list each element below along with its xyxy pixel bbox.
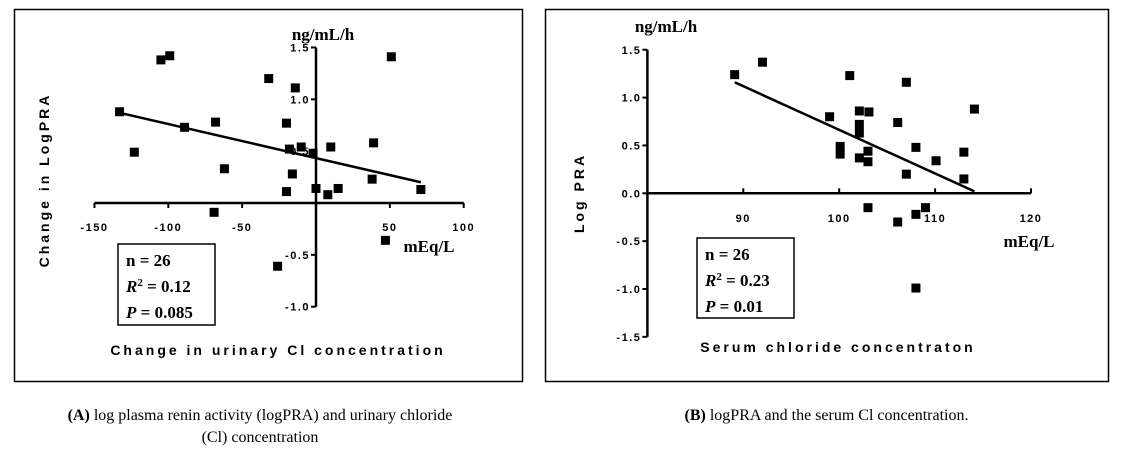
panel-b-data-point	[854, 128, 864, 138]
panel-b-data-point	[911, 142, 921, 152]
panel-b-data-point	[854, 106, 864, 116]
panel-a-data-point	[180, 122, 190, 132]
panel-b-data-point	[825, 112, 835, 122]
panel-a-x-title: Change in urinary Cl concentration	[110, 342, 445, 358]
panel-b-y-tick-label: 0.0	[622, 188, 642, 200]
panel-a-stat-r2: R2 = 0.12	[125, 277, 191, 296]
panel-b-data-point	[959, 174, 969, 184]
panel-b-data-point	[959, 147, 969, 157]
panel-b-data-point	[863, 157, 873, 167]
panel-a-stat-p: P = 0.085	[125, 303, 193, 322]
panel-a-x-tick-label: 50	[382, 222, 397, 234]
panel-b-stat-r2: R2 = 0.23	[704, 271, 770, 290]
panel-b-x-unit: mEq/L	[1003, 232, 1054, 251]
panel-b-data-point	[730, 70, 740, 80]
panel-a-data-point	[165, 51, 175, 61]
panel-a-data-point	[380, 235, 390, 245]
panel-b-x-tick-label: 90	[736, 213, 751, 225]
panel-b-chart: ng/mL/h mEq/L Log PRA Serum chloride con…	[571, 17, 1055, 355]
panel-b-frame	[544, 8, 1110, 383]
panel-b-stat-p: P = 0.01	[704, 297, 763, 316]
panel-b-data-point	[854, 119, 864, 129]
panel-a-data-point	[287, 169, 297, 179]
panel-a-data-point	[416, 185, 426, 195]
panel-b-data-point	[901, 77, 911, 87]
panel-b-data-point	[863, 146, 873, 156]
panel-b-data-point	[911, 209, 921, 219]
panel-b-x-tick-label: 120	[1020, 213, 1043, 225]
panel-b-data-point	[835, 141, 845, 151]
panel-a-data-point	[323, 190, 333, 200]
panel-b-data-point	[931, 156, 941, 166]
panel-a-data-point	[115, 107, 125, 117]
panel-b-y-tick-label: 1.0	[622, 93, 642, 105]
panel-a-data-point	[264, 74, 274, 84]
panel-a-y-tick-label: 1.5	[290, 42, 310, 54]
panel-a-y-title: Change in LogPRA	[36, 93, 52, 268]
panel-a-y-tick-label: -0.5	[285, 250, 310, 262]
panel-a-data-point	[367, 174, 377, 184]
panel-a-data-point	[209, 207, 219, 217]
panel-a-data-point	[333, 183, 343, 193]
panel-a-data-point	[326, 142, 336, 152]
panel-a-data-point	[308, 148, 318, 158]
panel-b-data-point	[921, 203, 931, 213]
panel-a-x-tick-label: -50	[232, 222, 252, 234]
panel-b-y-tick-label: 0.5	[622, 140, 642, 152]
panel-a-data-point	[281, 118, 291, 128]
panel-a-x-tick-label: -150	[80, 222, 108, 234]
panel-a-trendline	[119, 111, 422, 184]
panel-a-x-tick-label: -100	[154, 222, 182, 234]
panel-a-data-point	[386, 52, 396, 62]
panel-b-data-point	[911, 283, 921, 293]
panel-b-data-point	[893, 217, 903, 227]
panel-a-data-point	[281, 187, 291, 197]
panel-b-data-point	[845, 71, 855, 81]
panel-a-data-point	[211, 117, 221, 127]
panel-b-data-point	[835, 149, 845, 159]
panel-b-y-tick-label: -1.5	[616, 332, 641, 344]
panel-a-data-point	[311, 183, 321, 193]
panel-b-y-tick-label: 1.5	[622, 45, 642, 57]
panel-b-data-point	[893, 117, 903, 127]
panel-b-data-point	[854, 153, 864, 163]
panel-b-stat-n: n = 26	[705, 245, 750, 264]
panel-b-y-tick-label: -0.5	[616, 236, 641, 248]
panel-b-trendline	[734, 81, 975, 193]
panel-b-x-tick-label: 110	[924, 213, 946, 225]
panel-b-caption: (B) logPRA and the serum Cl concentratio…	[684, 407, 969, 424]
panel-a-stat-n: n = 26	[126, 251, 171, 270]
panel-b-x-title: Serum chloride concentraton	[700, 339, 975, 355]
panel-a-frame	[13, 8, 524, 383]
panel-b-y-unit: ng/mL/h	[635, 17, 698, 36]
panel-b-y-title: Log PRA	[571, 153, 587, 233]
panel-b-data-point	[864, 107, 874, 117]
panel-a-data-point	[273, 261, 283, 271]
panel-a-data-point	[129, 147, 139, 157]
panel-a-caption: (A) log plasma renin activity (logPRA) a…	[67, 407, 453, 446]
panel-a-chart: ng/mL/h mEq/L Change in LogPRA Change in…	[36, 25, 475, 358]
panel-b-data-point	[757, 57, 767, 67]
panel-a-data-point	[284, 144, 294, 154]
panel-b-data-point	[901, 169, 911, 179]
panel-a-data-point	[290, 83, 300, 93]
panel-a-stats-box	[117, 243, 216, 326]
panel-a-data-point	[156, 55, 166, 65]
panel-b-stats-box	[696, 237, 795, 319]
panel-b-y-tick-label: -1.0	[616, 284, 641, 296]
panel-a-x-unit: mEq/L	[403, 237, 454, 256]
panel-b-data-point	[969, 104, 979, 114]
panel-b-x-tick-label: 100	[828, 213, 851, 225]
panel-b-data-point	[863, 203, 873, 213]
panel-a-x-tick-label: 100	[452, 222, 475, 234]
panel-a-data-point	[296, 142, 306, 152]
panel-a-y-tick-label: -1.0	[285, 302, 310, 314]
panel-a-y-tick-label: 1.0	[290, 94, 310, 106]
panel-a-data-point	[369, 138, 379, 148]
panel-a-y-unit: ng/mL/h	[292, 25, 355, 44]
panel-a-data-point	[219, 164, 229, 174]
